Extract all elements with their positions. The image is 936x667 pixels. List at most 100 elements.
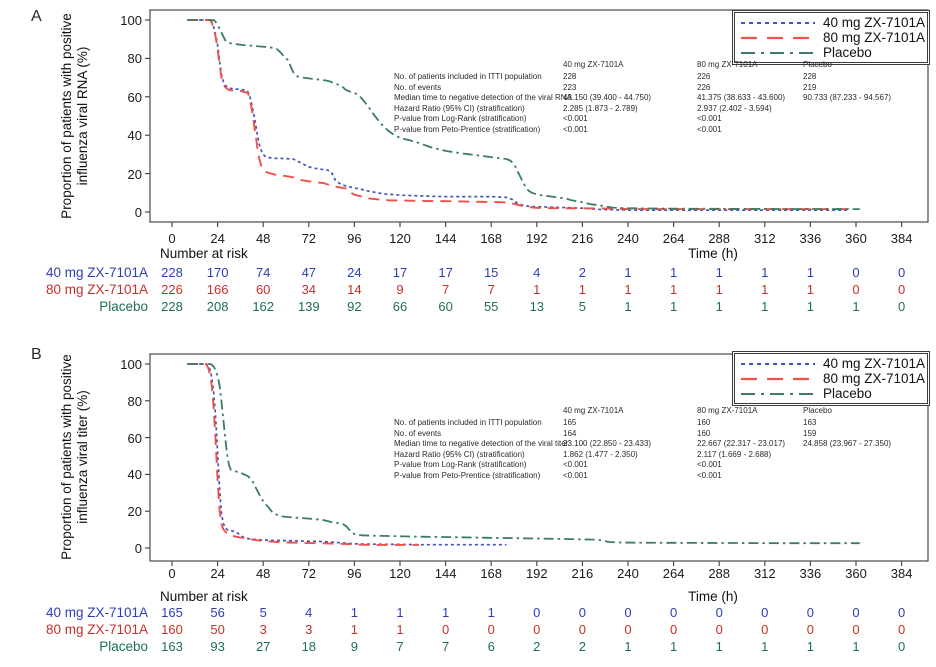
x-tick-label: 264 — [662, 231, 685, 246]
risk-count: 0 — [578, 622, 586, 637]
x-tick-label: 120 — [389, 566, 411, 581]
risk-count: 1 — [806, 299, 814, 314]
stats-value: 160 — [697, 428, 711, 438]
risk-count: 1 — [669, 299, 678, 314]
stats-value: 24.858 (23.967 - 27.350) — [803, 439, 892, 448]
risk-row-label-40-mg-zx-7101a: 40 mg ZX-7101A — [45, 605, 148, 620]
risk-count: 0 — [897, 639, 906, 654]
y-tick-label: 20 — [127, 166, 142, 182]
risk-count: 1 — [396, 622, 404, 637]
risk-count: 228 — [161, 299, 183, 314]
stats-value: 41.375 (38.633 - 43.600) — [697, 93, 786, 102]
x-axis-title: Time (h) — [688, 246, 738, 261]
risk-count: 1 — [806, 639, 814, 654]
risk-count: 9 — [350, 639, 358, 654]
risk-count: 2 — [578, 265, 586, 280]
y-tick-label: 100 — [120, 357, 142, 372]
risk-count: 24 — [347, 265, 362, 280]
number-at-risk-heading: Number at risk — [160, 589, 248, 604]
dashed-line-sample-icon — [741, 362, 815, 365]
stats-value: 164 — [563, 428, 577, 438]
risk-count: 0 — [578, 605, 586, 620]
curve-80-mg-zx-7101a — [187, 19, 849, 211]
risk-count: 15 — [483, 265, 499, 280]
risk-count: 1 — [761, 265, 769, 280]
x-tick-label: 288 — [708, 566, 731, 581]
risk-count: 0 — [897, 265, 906, 280]
stats-value: <0.001 — [697, 124, 722, 134]
risk-count: 0 — [761, 622, 769, 637]
risk-count: 0 — [533, 622, 541, 637]
risk-count: 0 — [624, 622, 632, 637]
stats-column-header: 80 mg ZX-7101A — [697, 406, 758, 415]
risk-count: 92 — [347, 299, 362, 314]
y-tick-label: 0 — [134, 205, 142, 220]
risk-count: 1 — [350, 605, 358, 620]
risk-count: 1 — [350, 622, 358, 637]
risk-row-label-placebo: Placebo — [99, 639, 148, 654]
risk-count: 1 — [715, 265, 723, 280]
stats-row-label: Hazard Ratio (95% CI) (stratification) — [394, 449, 525, 459]
stats-value: 226 — [697, 72, 711, 81]
risk-count: 7 — [396, 639, 404, 654]
risk-count: 0 — [715, 605, 723, 620]
risk-count: 1 — [396, 605, 404, 620]
x-tick-label: 24 — [210, 566, 225, 581]
x-tick-label: 216 — [571, 566, 594, 581]
risk-count: 0 — [761, 605, 769, 620]
x-tick-label: 384 — [890, 231, 913, 246]
stats-value: 2.117 (1.669 - 2.688) — [697, 449, 772, 459]
risk-count: 2 — [533, 639, 541, 654]
x-tick-label: 360 — [845, 566, 867, 581]
risk-count: 1 — [533, 282, 541, 297]
legend-item-40mg: 40 mg ZX-7101A — [740, 356, 925, 371]
y-tick-label: 100 — [120, 13, 142, 28]
risk-count: 1 — [487, 605, 495, 620]
x-tick-label: 168 — [480, 566, 503, 581]
risk-count: 0 — [852, 282, 860, 297]
risk-count: 208 — [206, 299, 229, 314]
legend-frame: 40 mg ZX-7101A 80 mg ZX-7101A Placebo — [734, 353, 928, 404]
stats-column-header: 40 mg ZX-7101A — [563, 60, 624, 69]
risk-count: 1 — [624, 265, 632, 280]
dashed-line-sample-icon — [741, 21, 815, 24]
number-at-risk-heading: Number at risk — [160, 246, 248, 261]
x-tick-label: 168 — [480, 231, 503, 246]
risk-count: 1 — [715, 282, 723, 297]
risk-count: 1 — [852, 639, 860, 654]
legend-label: 80 mg ZX-7101A — [823, 371, 926, 386]
risk-count: 17 — [392, 265, 408, 280]
risk-count: 0 — [715, 622, 723, 637]
stats-value: 1.862 (1.477 - 2.350) — [563, 449, 638, 459]
risk-count: 17 — [438, 265, 453, 280]
risk-count: 0 — [624, 605, 632, 620]
x-tick-label: 360 — [845, 231, 867, 246]
risk-count: 66 — [392, 299, 408, 314]
risk-count: 7 — [487, 282, 495, 297]
stats-value: 163 — [803, 418, 817, 427]
risk-count: 160 — [161, 622, 183, 637]
x-tick-label: 96 — [347, 566, 362, 581]
x-tick-label: 312 — [753, 231, 776, 246]
stats-value: 22.667 (22.317 - 23.017) — [697, 439, 786, 448]
risk-count: 0 — [852, 265, 860, 280]
risk-count: 9 — [396, 282, 404, 297]
x-tick-label: 72 — [301, 231, 317, 246]
risk-count: 1 — [578, 282, 586, 297]
y-tick-label: 0 — [134, 541, 142, 556]
stats-row-label: No. of patients included in ITTI populat… — [394, 418, 542, 427]
legend-label: 80 mg ZX-7101A — [823, 30, 926, 45]
stats-row-label: Median time to negative detection of the… — [394, 93, 572, 102]
y-tick-label: 80 — [127, 393, 142, 409]
x-tick-label: 48 — [255, 566, 271, 581]
x-tick-label: 72 — [301, 566, 317, 581]
x-tick-label: 120 — [389, 231, 411, 246]
stats-value: 219 — [803, 82, 817, 92]
curve-placebo — [187, 363, 860, 545]
risk-count: 1 — [669, 639, 678, 654]
stats-value: <0.001 — [563, 460, 588, 469]
risk-count: 0 — [852, 605, 860, 620]
legend-item-40mg: 40 mg ZX-7101A — [740, 15, 925, 30]
dashed-line-sample-icon — [741, 36, 815, 39]
risk-count: 14 — [347, 282, 362, 297]
